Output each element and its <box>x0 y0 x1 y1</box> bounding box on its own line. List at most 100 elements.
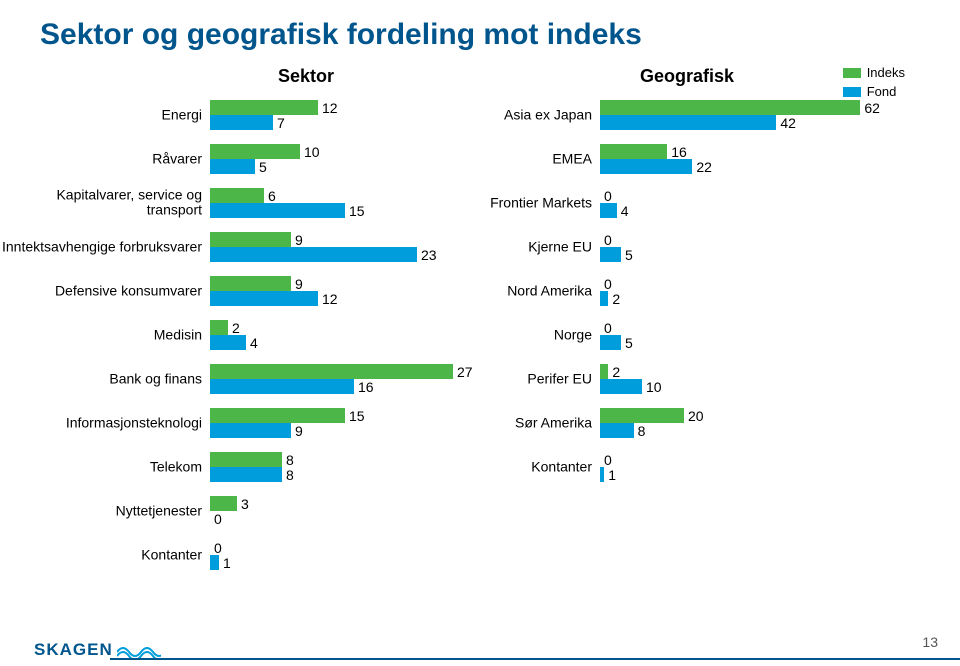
bar-value-indeks: 2 <box>612 364 620 380</box>
row-label: Telekom <box>2 459 202 474</box>
brand-logo: SKAGEN <box>34 640 113 660</box>
bar-value-indeks: 0 <box>604 320 612 336</box>
row-label: Kontanter <box>482 459 592 474</box>
row-label: Asia ex Japan <box>482 107 592 122</box>
row-group: Norge 05 <box>480 315 880 355</box>
bar-value-fond: 8 <box>638 423 646 439</box>
row-group: Råvarer105 <box>0 139 480 179</box>
bar-value-fond: 12 <box>322 291 338 307</box>
chart-sektor: Energi127Råvarer105Kapitalvarer, service… <box>0 95 480 579</box>
slide: Sektor og geografisk fordeling mot indek… <box>0 0 960 666</box>
legend-swatch-indeks <box>843 68 861 78</box>
row-group: Telekom 88 <box>0 447 480 487</box>
bar-indeks: 6 <box>210 188 264 203</box>
bar-value-fond: 2 <box>612 291 620 307</box>
row-group: Perifer EU210 <box>480 359 880 399</box>
bar-value-fond: 8 <box>286 467 294 483</box>
bar-value-indeks: 10 <box>304 144 320 160</box>
bar-value-fond: 16 <box>358 379 374 395</box>
row-group: Informasjonsteknologi159 <box>0 403 480 443</box>
bar-indeks: 2 <box>600 364 608 379</box>
row-group: Defensive konsumvarer912 <box>0 271 480 311</box>
bar-value-fond: 5 <box>625 247 633 263</box>
bar-indeks: 9 <box>210 232 291 247</box>
row-group: EMEA1622 <box>480 139 880 179</box>
bar-value-indeks: 0 <box>604 188 612 204</box>
row-group: Frontier Markets 04 <box>480 183 880 223</box>
row-group: Kjerne EU 05 <box>480 227 880 267</box>
bar-fond: 12 <box>210 291 318 306</box>
bar-value-fond: 15 <box>349 203 365 219</box>
row-label: Energi <box>2 107 202 122</box>
chart-geografisk: Asia ex Japan6242EMEA1622Frontier Market… <box>480 95 880 491</box>
wave-icon <box>117 642 161 658</box>
row-label: EMEA <box>482 151 592 166</box>
bar-fond: 1 <box>600 467 604 482</box>
bar-value-indeks: 0 <box>604 232 612 248</box>
row-label: Norge <box>482 327 592 342</box>
bar-fond: 8 <box>600 423 634 438</box>
bar-fond: 9 <box>210 423 291 438</box>
bar-value-indeks: 20 <box>688 408 704 424</box>
row-group: Asia ex Japan6242 <box>480 95 880 135</box>
bar-value-indeks: 2 <box>232 320 240 336</box>
bar-indeks: 10 <box>210 144 300 159</box>
bar-value-indeks: 27 <box>457 364 473 380</box>
bar-value-indeks: 62 <box>864 100 880 116</box>
row-group: Inntektsavhengige forbruksvarer923 <box>0 227 480 267</box>
bar-indeks: 8 <box>210 452 282 467</box>
bar-value-fond: 42 <box>780 115 796 131</box>
bar-indeks: 2 <box>210 320 228 335</box>
bar-fond: 5 <box>210 159 255 174</box>
bar-indeks: 15 <box>210 408 345 423</box>
chart-title-sektor: Sektor <box>278 66 334 87</box>
bar-value-fond: 1 <box>223 555 231 571</box>
bar-value-fond: 9 <box>295 423 303 439</box>
bar-fond: 16 <box>210 379 354 394</box>
row-label: Frontier Markets <box>482 195 592 210</box>
bar-indeks: 9 <box>210 276 291 291</box>
bar-value-fond: 10 <box>646 379 662 395</box>
bar-value-fond: 1 <box>608 467 616 483</box>
chart-title-geografisk: Geografisk <box>640 66 734 87</box>
bar-fond: 8 <box>210 467 282 482</box>
legend-indeks: Indeks <box>843 65 905 80</box>
row-label: Nyttetjenester <box>2 503 202 518</box>
bar-fond: 10 <box>600 379 642 394</box>
bar-value-indeks: 9 <box>295 232 303 248</box>
bar-indeks: 16 <box>600 144 667 159</box>
row-group: Kapitalvarer, service og transport615 <box>0 183 480 223</box>
row-label: Perifer EU <box>482 371 592 386</box>
bar-value-fond: 7 <box>277 115 285 131</box>
bar-value-indeks: 0 <box>214 540 222 556</box>
bar-indeks: 12 <box>210 100 318 115</box>
bar-value-indeks: 15 <box>349 408 365 424</box>
row-label: Kjerne EU <box>482 239 592 254</box>
row-label: Bank og finans <box>2 371 202 386</box>
row-label: Sør Amerika <box>482 415 592 430</box>
bar-value-indeks: 6 <box>268 188 276 204</box>
row-label: Medisin <box>2 327 202 342</box>
row-label: Defensive konsumvarer <box>2 283 202 298</box>
bar-value-fond: 4 <box>621 203 629 219</box>
bar-indeks: 27 <box>210 364 453 379</box>
bar-fond: 22 <box>600 159 692 174</box>
row-label: Råvarer <box>2 151 202 166</box>
bar-fond: 2 <box>600 291 608 306</box>
row-group: Medisin 24 <box>0 315 480 355</box>
row-group: Nyttetjenester30 <box>0 491 480 531</box>
page-number: 13 <box>922 634 938 650</box>
row-label: Inntektsavhengige forbruksvarer <box>2 239 202 254</box>
bar-value-fond: 22 <box>696 159 712 175</box>
bar-fond: 42 <box>600 115 776 130</box>
row-group: Kontanter01 <box>0 535 480 575</box>
row-label: Kapitalvarer, service og transport <box>2 188 202 219</box>
row-group: Kontanter01 <box>480 447 880 487</box>
row-group: Sør Amerika 20 8 <box>480 403 880 443</box>
bar-fond: 4 <box>210 335 246 350</box>
bar-value-fond: 5 <box>625 335 633 351</box>
bar-indeks: 62 <box>600 100 860 115</box>
bar-fond: 5 <box>600 247 621 262</box>
footer-divider <box>110 658 960 660</box>
bar-fond: 15 <box>210 203 345 218</box>
